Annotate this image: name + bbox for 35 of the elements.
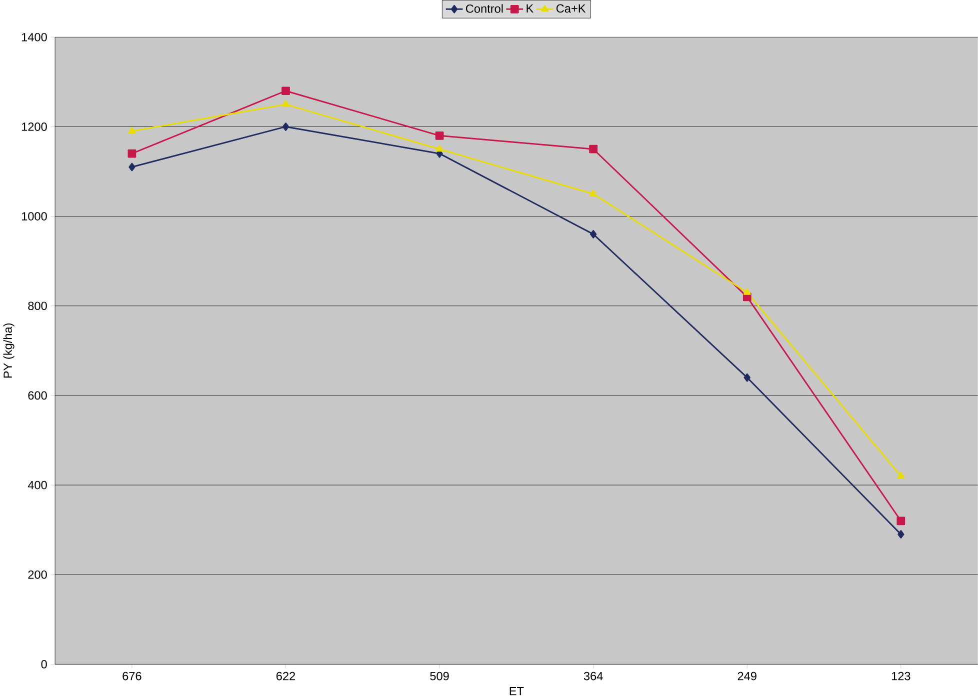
x-tick-label: 364 bbox=[584, 672, 603, 680]
y-tick-label: 600 bbox=[28, 391, 47, 400]
y-tick-label: 400 bbox=[28, 480, 47, 490]
point bbox=[128, 126, 136, 134]
legend-label: Control bbox=[466, 4, 503, 13]
point bbox=[128, 162, 136, 171]
legend-label: Ca+K bbox=[556, 4, 586, 12]
x-tick-label: 509 bbox=[430, 672, 449, 680]
x-tick-label: 123 bbox=[892, 672, 910, 680]
y-tick-label: 800 bbox=[28, 301, 47, 310]
point bbox=[590, 189, 598, 196]
point bbox=[590, 230, 597, 238]
x-tick-label: 249 bbox=[738, 672, 756, 680]
point bbox=[128, 149, 136, 158]
point bbox=[282, 100, 290, 107]
x-axis-title: ET bbox=[510, 686, 524, 695]
point bbox=[898, 530, 904, 538]
point bbox=[744, 373, 750, 382]
y-tick-label: 0 bbox=[41, 660, 47, 668]
x-tick-label: 676 bbox=[122, 672, 142, 680]
legend-label: K bbox=[526, 4, 534, 12]
y-tick-label: 1000 bbox=[22, 212, 47, 220]
point bbox=[282, 86, 290, 95]
point bbox=[897, 472, 905, 478]
point bbox=[282, 122, 290, 131]
y-tick-label: 1400 bbox=[22, 32, 47, 42]
point bbox=[589, 144, 598, 154]
point bbox=[436, 144, 444, 152]
point bbox=[896, 516, 906, 525]
x-tick-label: 622 bbox=[276, 672, 296, 680]
point bbox=[435, 131, 444, 140]
y-tick-label: 1200 bbox=[22, 122, 47, 131]
y-axis-title: PY (kg/ha) bbox=[3, 323, 14, 378]
point bbox=[743, 288, 751, 295]
y-tick-label: 200 bbox=[28, 570, 47, 579]
